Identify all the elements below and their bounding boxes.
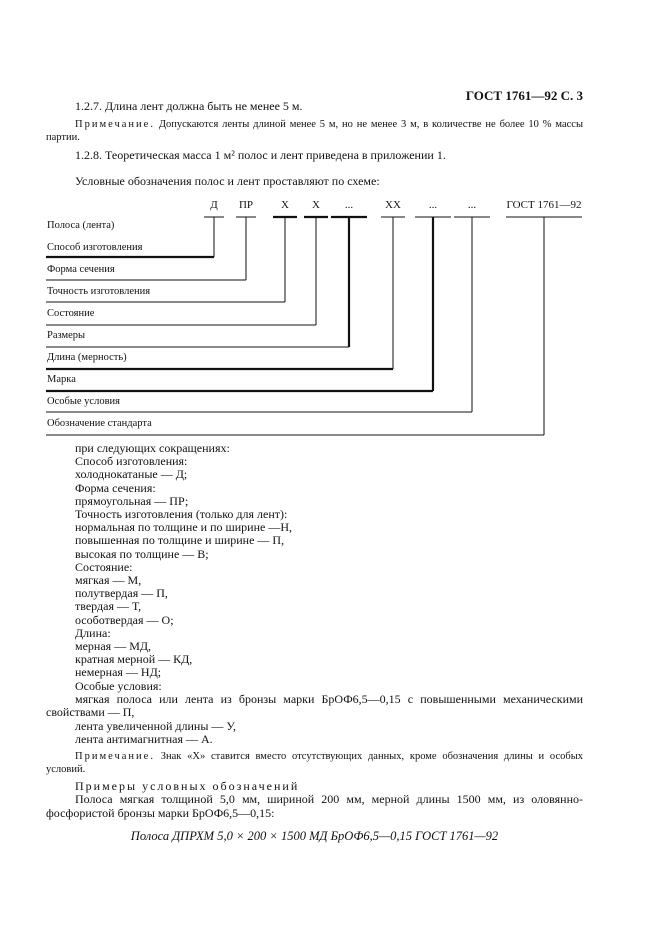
list-item: нормальная по толщине и по ширине —Н, bbox=[75, 520, 293, 535]
scheme-label: Длина (мерность) bbox=[47, 352, 127, 363]
examples-title: Примеры условных обозначений bbox=[75, 778, 300, 793]
list-item: немерная — НД; bbox=[75, 665, 162, 680]
scheme-label: Особые условия bbox=[47, 396, 120, 407]
note-text: Знак «Х» ставится вместо отсутствующих д… bbox=[46, 750, 583, 776]
note-label: Примечание. bbox=[75, 750, 155, 762]
note-2: Примечание. Знак «Х» ставится вместо отс… bbox=[46, 750, 583, 777]
special-conditions-2: лента увеличенной длины — У, bbox=[75, 718, 236, 733]
note-label: Примечание. bbox=[75, 118, 155, 130]
top-section: 1.2.7. Длина лент должна быть не менее 5… bbox=[46, 99, 583, 189]
special-conditions-3: лента антимагнитная — А. bbox=[75, 732, 213, 747]
list-item: мерная — МД, bbox=[75, 639, 152, 654]
scheme-label: Размеры bbox=[47, 330, 86, 341]
list-item: мягкая — М, bbox=[75, 573, 142, 588]
list-item: Точность изготовления (только для лент): bbox=[75, 507, 288, 522]
note-1: Примечание. Допускаются ленты длиной мен… bbox=[46, 118, 583, 145]
page-header: ГОСТ 1761—92 С. 3 bbox=[465, 88, 583, 103]
example-designation: Полоса ДПРХМ 5,0 × 200 × 1500 МД БрОФ6,5… bbox=[130, 829, 499, 844]
list-item: кратная мерной — КД, bbox=[75, 652, 193, 667]
list-item: полутвердая — П, bbox=[75, 586, 168, 601]
list-item: холоднокатаные — Д; bbox=[75, 467, 188, 482]
scheme-code: ХХ bbox=[385, 199, 401, 211]
clause-1-2-7: 1.2.7. Длина лент должна быть не менее 5… bbox=[75, 99, 303, 113]
list-item: при следующих сокращениях: bbox=[75, 441, 230, 455]
list-item: Способ изготовления: bbox=[75, 454, 188, 469]
scheme-code: ... bbox=[344, 199, 354, 211]
list-item: особотвердая — О; bbox=[75, 612, 174, 627]
scheme-label: Состояние bbox=[47, 308, 95, 319]
list-item: Длина: bbox=[75, 625, 111, 640]
list-item: высокая по толщине — В; bbox=[75, 546, 209, 561]
scheme-label: Форма сечения bbox=[47, 264, 115, 275]
note-text: Допускаются ленты длиной менее 5 м, но н… bbox=[46, 118, 583, 144]
bottom-section: при следующих сокращениях: Способ изготов… bbox=[46, 441, 583, 844]
scheme-label: Обозначение стандарта bbox=[47, 418, 152, 429]
scheme-intro: Условные обозначения полос и лент проста… bbox=[75, 174, 380, 188]
list-item: Форма сечения: bbox=[75, 480, 156, 495]
scheme-code: ГОСТ 1761—92 bbox=[506, 199, 582, 211]
scheme-code: ... bbox=[467, 199, 477, 211]
scheme-label: Точность изготовления bbox=[47, 286, 151, 297]
scheme-code: ... bbox=[428, 199, 438, 211]
clause-1-2-8: 1.2.8. Теоретическая масса 1 м² полос и … bbox=[75, 147, 446, 162]
list-item: твердая — Т, bbox=[75, 599, 142, 614]
list-item: прямоугольная — ПР; bbox=[75, 493, 189, 508]
example-text: Полоса мягкая толщиной 5,0 мм, шириной 2… bbox=[46, 792, 583, 820]
scheme-code: Д bbox=[210, 199, 218, 211]
list-item: Особые условия: bbox=[75, 678, 162, 693]
abbreviation-list: при следующих сокращениях: Способ изготов… bbox=[46, 441, 583, 693]
list-item: Состояние: bbox=[75, 559, 133, 574]
scheme-label: Полоса (лента) bbox=[47, 220, 115, 231]
list-item: повышенная по толщине и ширине — П, bbox=[75, 533, 285, 548]
scheme-label: Марка bbox=[47, 374, 76, 385]
scheme-label: Способ изготовления bbox=[47, 242, 143, 253]
special-conditions-1: мягкая полоса или лента из бронзы марки … bbox=[46, 691, 583, 720]
scheme-code: ПР bbox=[238, 199, 254, 211]
scheme-code: Х bbox=[281, 199, 289, 211]
scheme-code: Х bbox=[312, 199, 320, 211]
